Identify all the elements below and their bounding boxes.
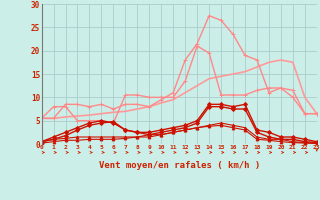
X-axis label: Vent moyen/en rafales ( km/h ): Vent moyen/en rafales ( km/h ) bbox=[99, 161, 260, 170]
